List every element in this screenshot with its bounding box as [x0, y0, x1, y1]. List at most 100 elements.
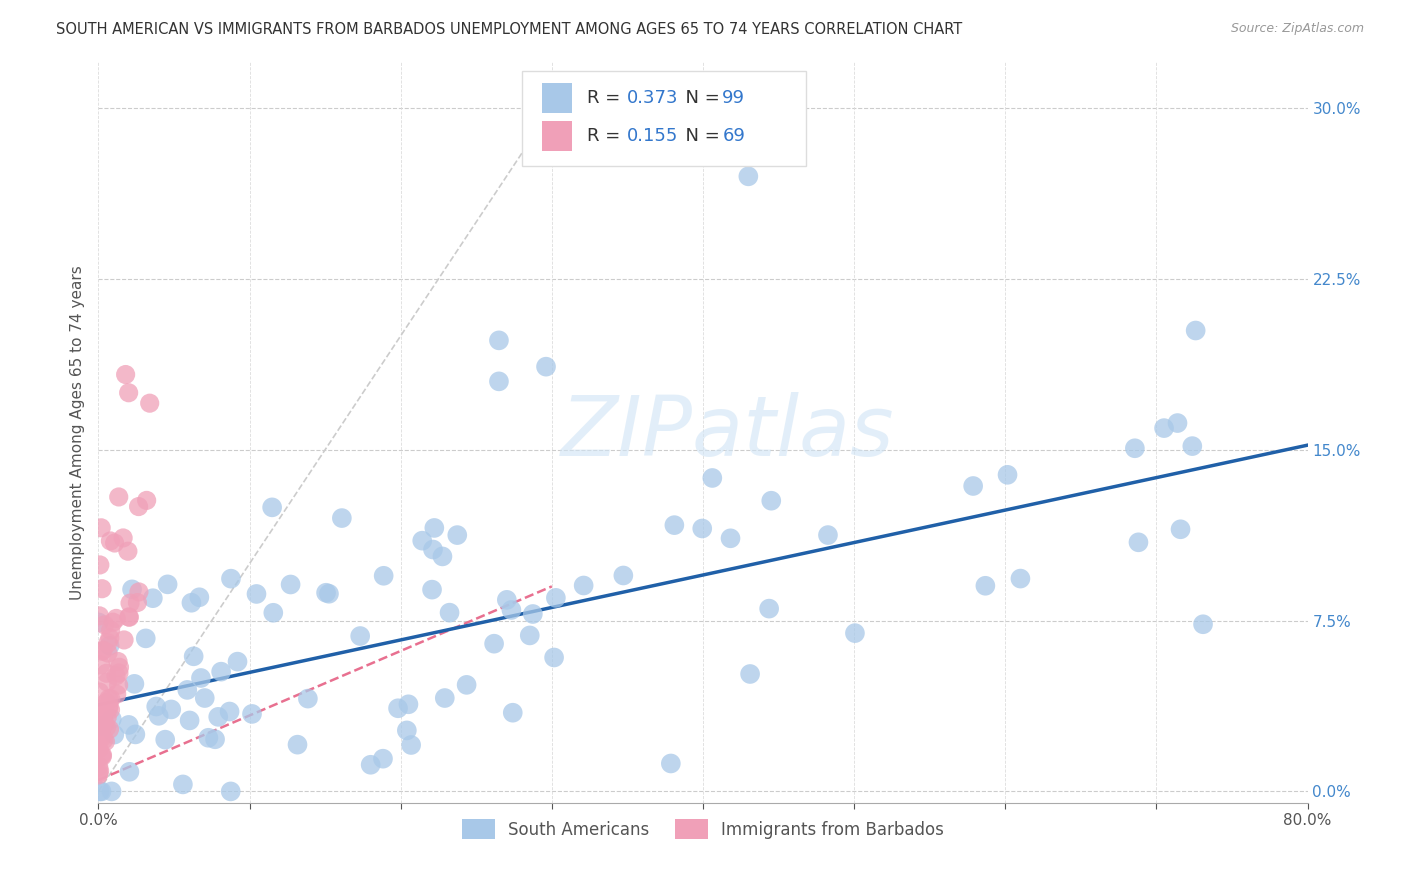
- Point: [349, 629, 371, 643]
- Point: [423, 521, 446, 535]
- Point: [105, 687, 128, 701]
- Point: [209, 665, 232, 679]
- Point: [155, 732, 177, 747]
- Point: [107, 490, 129, 504]
- Point: [87, 615, 110, 630]
- Point: [690, 521, 713, 535]
- Point: [387, 701, 409, 715]
- Point: [534, 359, 557, 374]
- Point: [100, 784, 122, 798]
- Y-axis label: Unemployment Among Ages 65 to 74 years: Unemployment Among Ages 65 to 74 years: [69, 265, 84, 600]
- Point: [204, 732, 226, 747]
- Point: [90, 731, 112, 745]
- Point: [118, 596, 141, 610]
- Point: [97, 691, 120, 706]
- Point: [371, 752, 394, 766]
- Point: [97, 646, 120, 660]
- Point: [112, 632, 135, 647]
- Text: R =: R =: [586, 89, 626, 107]
- Point: [664, 518, 686, 533]
- Point: [142, 591, 165, 606]
- Point: [135, 632, 157, 646]
- Point: [124, 727, 146, 741]
- Point: [456, 678, 478, 692]
- Point: [962, 479, 984, 493]
- Point: [183, 649, 205, 664]
- Point: [107, 655, 129, 669]
- Point: [90, 713, 112, 727]
- Point: [89, 657, 111, 672]
- Point: [87, 702, 110, 716]
- Point: [94, 734, 117, 748]
- Point: [98, 639, 121, 653]
- Text: SOUTH AMERICAN VS IMMIGRANTS FROM BARBADOS UNEMPLOYMENT AMONG AGES 65 TO 74 YEAR: SOUTH AMERICAN VS IMMIGRANTS FROM BARBAD…: [56, 22, 963, 37]
- Point: [519, 628, 541, 642]
- Point: [411, 533, 433, 548]
- Point: [219, 572, 242, 586]
- Point: [482, 637, 505, 651]
- Point: [399, 738, 422, 752]
- Point: [87, 741, 110, 756]
- Point: [395, 723, 418, 738]
- Point: [89, 764, 111, 778]
- Point: [280, 577, 302, 591]
- Point: [105, 611, 128, 625]
- Text: R =: R =: [586, 128, 626, 145]
- Point: [420, 582, 443, 597]
- Point: [1192, 617, 1215, 632]
- Point: [97, 699, 120, 714]
- Point: [90, 521, 112, 535]
- Point: [176, 682, 198, 697]
- Text: 0.373: 0.373: [627, 89, 678, 107]
- Text: Source: ZipAtlas.com: Source: ZipAtlas.com: [1230, 22, 1364, 36]
- Point: [118, 385, 141, 400]
- Point: [1123, 442, 1146, 456]
- Point: [138, 396, 160, 410]
- Point: [98, 723, 121, 737]
- Point: [94, 716, 117, 731]
- Point: [91, 714, 114, 729]
- Point: [1010, 572, 1032, 586]
- Text: ZIPatlas: ZIPatlas: [561, 392, 894, 473]
- Point: [108, 660, 131, 674]
- Point: [190, 671, 212, 685]
- Point: [90, 784, 112, 798]
- Point: [87, 760, 110, 774]
- Point: [118, 764, 141, 779]
- Point: [93, 732, 115, 747]
- Point: [160, 702, 183, 716]
- Point: [100, 703, 122, 717]
- Point: [398, 698, 420, 712]
- Point: [330, 511, 353, 525]
- Point: [128, 585, 150, 599]
- Point: [501, 603, 523, 617]
- Point: [90, 730, 112, 744]
- Point: [318, 587, 340, 601]
- Point: [118, 610, 141, 624]
- Point: [262, 500, 284, 515]
- Point: [98, 631, 121, 645]
- Point: [89, 558, 111, 572]
- Point: [720, 531, 742, 545]
- Point: [1181, 439, 1204, 453]
- Point: [118, 610, 141, 624]
- Point: [488, 334, 510, 348]
- Point: [104, 536, 127, 550]
- Point: [87, 766, 110, 780]
- Point: [502, 706, 524, 720]
- Point: [219, 784, 242, 798]
- Point: [422, 542, 444, 557]
- Point: [245, 587, 267, 601]
- Text: N =: N =: [673, 128, 725, 145]
- Legend: South Americans, Immigrants from Barbados: South Americans, Immigrants from Barbado…: [454, 811, 952, 847]
- Point: [1170, 522, 1192, 536]
- Point: [89, 784, 111, 798]
- Point: [101, 712, 124, 726]
- Point: [97, 636, 120, 650]
- Point: [844, 626, 866, 640]
- Point: [1153, 421, 1175, 435]
- Point: [197, 731, 219, 745]
- Point: [188, 591, 211, 605]
- Point: [572, 578, 595, 592]
- Point: [761, 493, 783, 508]
